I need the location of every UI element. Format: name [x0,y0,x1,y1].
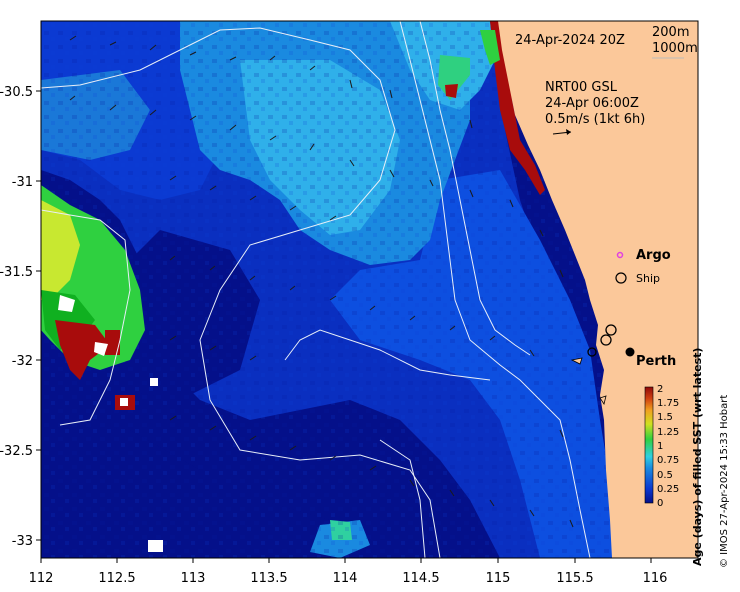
contour-label-1000m: 1000m [652,41,698,56]
white-spot-bottom [148,540,163,552]
y-tick-label: -33 [12,534,33,549]
city-label: Perth [636,354,676,369]
y-tick-label: -31 [12,175,33,190]
y-axis-labels: -30.5 -31 -31.5 -32 -32.5 -33 [0,85,33,549]
colorbar-title: Age (days) of filled SST (wrt latest) [691,348,704,566]
product-name: NRT00 GSL [545,80,618,95]
x-tick-label: 116 [643,571,668,586]
contour-label-200m: 200m [652,25,689,40]
colorbar-ticks: 2 1.75 1.5 1.25 1 0.75 0.5 0.25 0 [657,384,679,509]
colorbar-tick: 0.25 [657,484,679,495]
y-tick-label: -31.5 [0,265,33,280]
ship-markers [587,324,617,357]
credit-text: © IMOS 27-Apr-2024 15:33 Hobart [719,395,730,568]
y-tick-label: -30.5 [0,85,33,100]
colorbar-tick: 0.5 [657,470,673,481]
axis-ticks [36,90,652,563]
colorbar-tick: 0.75 [657,455,679,466]
x-tick-label: 114 [333,571,358,586]
colorbar-tick: 1 [657,441,663,452]
current-vectors [69,35,574,528]
plot-frame [40,20,699,559]
colorbar-tick: 1.75 [657,398,679,409]
ship-marker [587,347,597,357]
white-spot [150,378,158,386]
argo-label: Argo [636,248,671,263]
scale-arrow-icon [552,129,572,135]
ship-marker-icon [615,272,627,284]
colorbar-tick: 1.5 [657,412,673,423]
colorbar-tick: 1.25 [657,427,679,438]
vector-scale: 0.5m/s (1kt 6h) [545,112,645,127]
garden-island [599,395,607,405]
x-tick-label: 112 [29,571,54,586]
colorbar-tick: 0 [657,498,663,509]
map-date: 24-Apr-2024 20Z [515,33,625,48]
rottnest-island [570,357,583,365]
x-tick-label: 113 [181,571,206,586]
ship-label: Ship [636,272,660,285]
west-red-small [105,330,120,355]
west-cloud-gap-2 [94,342,108,356]
x-tick-label: 115.5 [556,571,593,586]
x-tick-label: 112.5 [98,571,135,586]
coastal-green-strip [480,30,500,65]
bathymetry-contours [41,21,591,558]
colorbar-tick: 2 [657,384,663,395]
argo-marker-icon [616,251,624,259]
x-tick-label: 113.5 [250,571,287,586]
coastal-red-dot [445,84,458,98]
product-time: 24-Apr 06:00Z [545,96,639,111]
x-tick-label: 114.5 [402,571,439,586]
y-tick-label: -32 [12,354,33,369]
x-tick-label: 115 [486,571,511,586]
perth-city-icon [625,347,635,357]
ship-marker [605,324,617,336]
west-cloud-gap [58,295,75,312]
y-tick-label: -32.5 [0,444,33,459]
white-spot-south [120,398,128,406]
map-plot-area [41,21,698,558]
west-yellow-anomaly [41,200,80,300]
colorbar [644,386,654,504]
coastal-red-strip [490,21,545,195]
ship-marker [600,334,612,346]
x-axis-labels: 112 112.5 113 113.5 114 114.5 115 115.5 … [29,571,668,586]
west-red-anomaly [55,320,110,380]
